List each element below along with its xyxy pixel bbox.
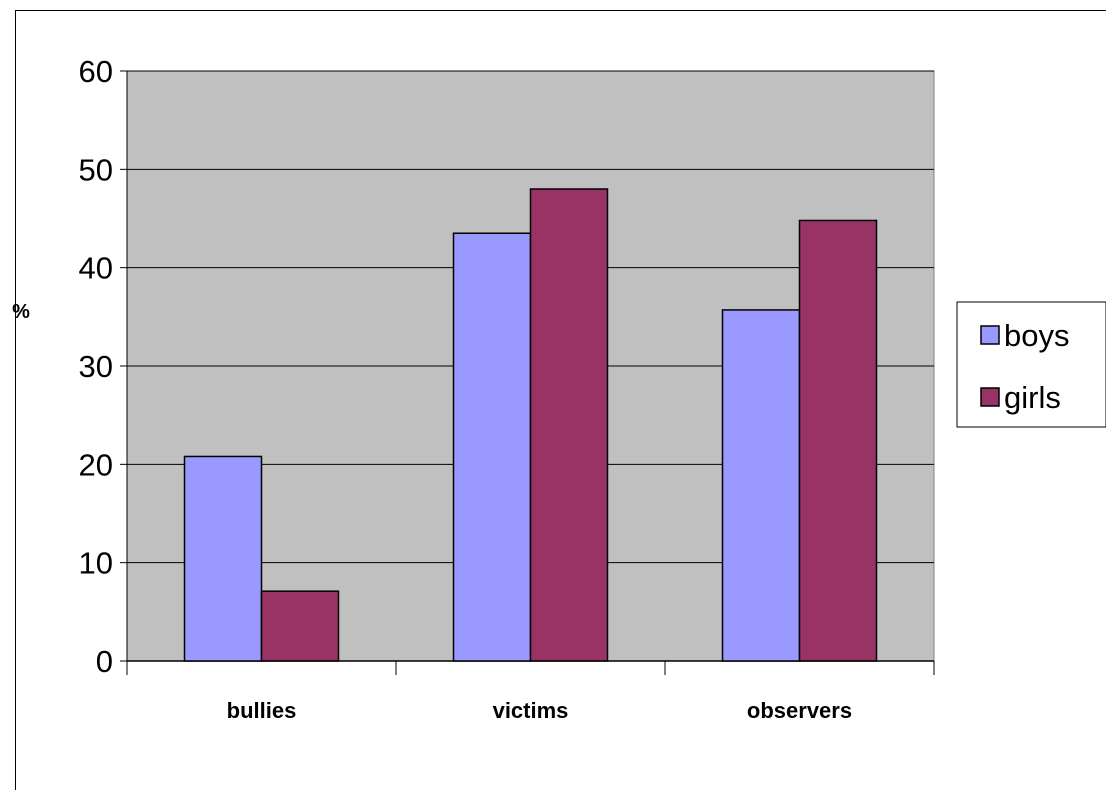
- y-tick-label: 50: [79, 152, 113, 187]
- bar-boys-observers: [721, 309, 801, 662]
- y-tick-label: 0: [96, 644, 113, 679]
- bar-girls-observers: [798, 219, 878, 662]
- bar-boys-bullies: [183, 455, 263, 662]
- y-tick-label: 40: [79, 251, 113, 286]
- x-category-label: victims: [493, 698, 569, 723]
- bar-boys-victims: [452, 232, 532, 662]
- legend-swatch-girls: [980, 387, 1000, 407]
- bar-girls-bullies: [260, 590, 340, 662]
- y-tick-label: 60: [79, 54, 113, 89]
- labels: bullies victims observers: [227, 698, 852, 723]
- legend: boys girls: [956, 301, 1106, 428]
- legend-swatch-boys: [980, 325, 1000, 345]
- y-tick-label: 20: [79, 447, 113, 482]
- y-tick-label: 30: [79, 349, 113, 384]
- x-category-label: bullies: [227, 698, 297, 723]
- bars: [183, 188, 878, 662]
- legend-label-girls: girls: [1004, 380, 1061, 415]
- y-tick-label: 10: [79, 546, 113, 581]
- x-category-label: observers: [747, 698, 852, 723]
- bar-girls-victims: [529, 188, 609, 662]
- legend-label-boys: boys: [1004, 318, 1069, 353]
- chart-frame: [15, 10, 1106, 790]
- y-axis-title: %: [12, 301, 30, 323]
